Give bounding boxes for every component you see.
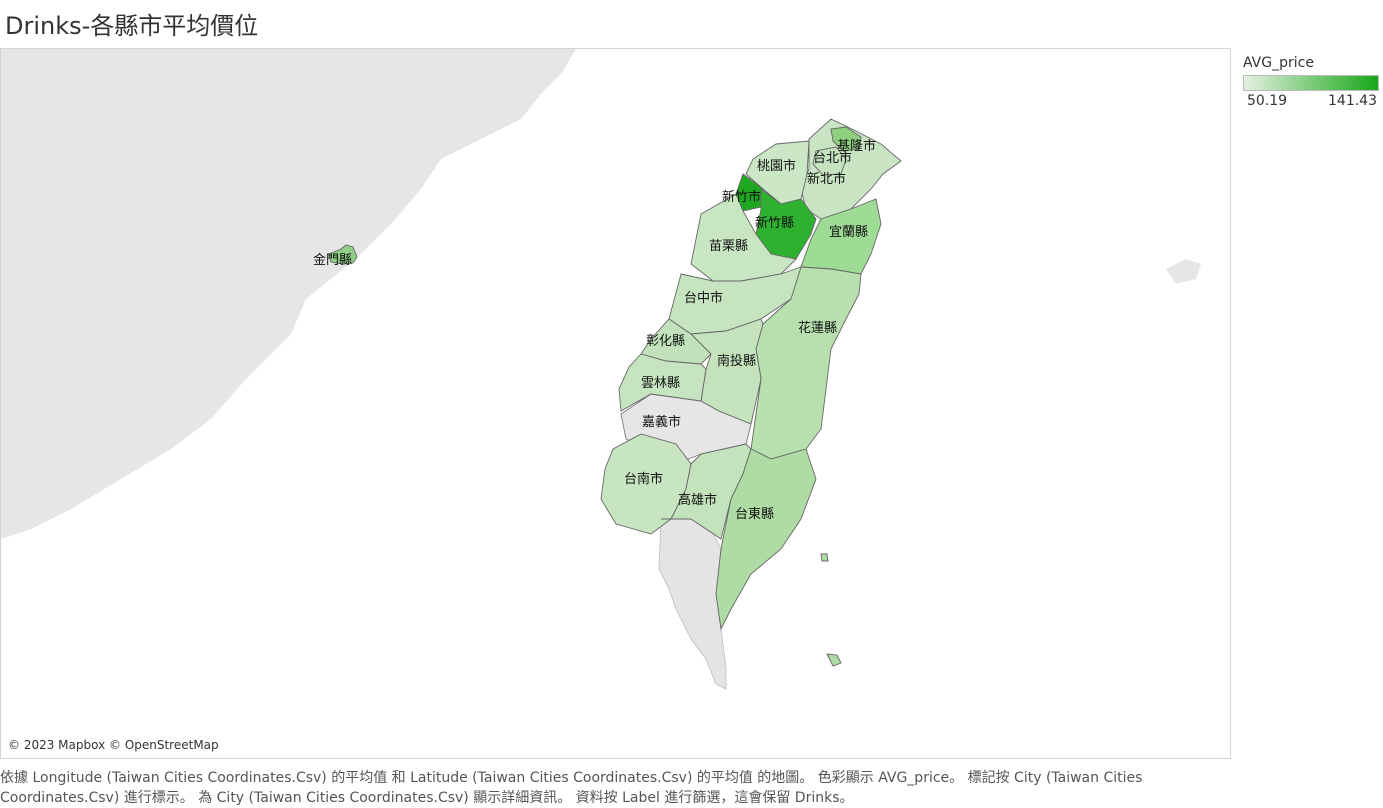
label-yunlin: 雲林縣 bbox=[641, 376, 680, 391]
label-kinmen: 金門縣 bbox=[313, 252, 352, 268]
region-nantou[interactable] bbox=[689, 318, 764, 425]
label-miaoli: 苗栗縣 bbox=[709, 239, 748, 254]
legend-range: 50.19 141.43 bbox=[1243, 93, 1379, 109]
island-east bbox=[1166, 259, 1201, 284]
label-keelung: 基隆市 bbox=[837, 138, 876, 154]
label-nantou: 南投縣 bbox=[717, 353, 756, 369]
page-title: Drinks-各縣市平均價位 bbox=[5, 12, 259, 40]
map-view[interactable]: 基隆市 台北市 桃園市 新北市 新竹市 新竹縣 宜蘭縣 苗栗縣 台中市 花蓮縣 … bbox=[0, 48, 1231, 759]
legend-gradient-bar bbox=[1243, 75, 1379, 91]
region-kaohsiung[interactable] bbox=[661, 443, 752, 540]
legend-max: 141.43 bbox=[1328, 93, 1377, 109]
legend-title: AVG_price bbox=[1243, 55, 1314, 71]
label-hualien: 花蓮縣 bbox=[798, 320, 837, 336]
label-new-taipei: 新北市 bbox=[807, 171, 846, 187]
region-miaoli[interactable] bbox=[690, 193, 797, 282]
label-hsinchu-city: 新竹市 bbox=[722, 189, 761, 205]
label-taichung: 台中市 bbox=[684, 290, 723, 306]
label-yilan: 宜蘭縣 bbox=[829, 224, 868, 240]
region-green-island[interactable] bbox=[820, 553, 829, 562]
label-changhua: 彰化縣 bbox=[646, 333, 685, 349]
label-kaohsiung: 高雄市 bbox=[678, 492, 717, 508]
map-canvas[interactable]: 基隆市 台北市 桃園市 新北市 新竹市 新竹縣 宜蘭縣 苗栗縣 台中市 花蓮縣 … bbox=[1, 49, 1231, 759]
region-yunlin[interactable] bbox=[618, 353, 707, 412]
region-orchid-island[interactable] bbox=[826, 653, 842, 667]
map-caption: 依據 Longitude (Taiwan Cities Coordinates.… bbox=[0, 770, 1143, 806]
region-hsinchu-city[interactable] bbox=[735, 173, 764, 212]
label-tainan: 台南市 bbox=[624, 471, 663, 487]
region-taitung[interactable] bbox=[715, 448, 817, 631]
label-hsinchu-county: 新竹縣 bbox=[755, 215, 794, 231]
region-hsinchu-county[interactable] bbox=[755, 188, 817, 260]
label-taoyuan: 桃園市 bbox=[757, 158, 796, 174]
label-taipei: 台北市 bbox=[813, 150, 852, 166]
color-legend: AVG_price 50.19 141.43 bbox=[1243, 55, 1379, 109]
label-chiayi-city: 嘉義市 bbox=[642, 414, 681, 430]
label-taitung: 台東縣 bbox=[735, 506, 774, 522]
region-kinmen[interactable] bbox=[328, 244, 358, 265]
legend-min: 50.19 bbox=[1247, 93, 1288, 109]
region-taipei[interactable] bbox=[812, 146, 847, 176]
mainland-landmass bbox=[1, 49, 576, 539]
region-yilan[interactable] bbox=[800, 198, 882, 275]
region-keelung[interactable] bbox=[830, 126, 862, 152]
map-attribution[interactable]: © 2023 Mapbox © OpenStreetMap bbox=[8, 738, 219, 752]
pingtung-area bbox=[658, 518, 727, 690]
